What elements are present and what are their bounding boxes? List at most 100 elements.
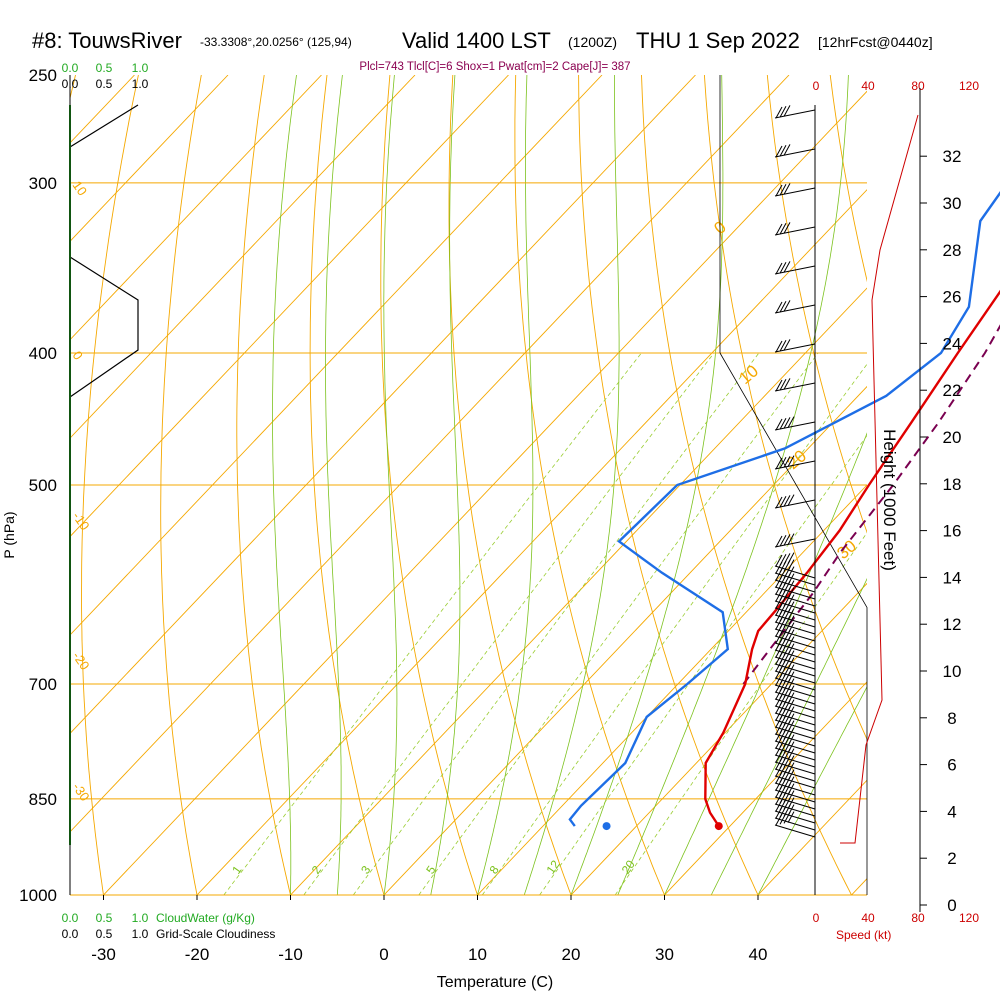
wind-barb-staff [774,782,816,796]
wind-barb [774,105,816,119]
wind-barb-staff [774,775,816,789]
mixing-ratio-label: 12 [544,857,563,876]
mixing-ratio-line [352,352,760,895]
height-tick-label: 0 [947,896,956,915]
wind-barb-feather [775,554,783,567]
wind-barb-feather [779,183,787,196]
temperature-tick-label: 30 [655,945,674,964]
wind-barb-feather [775,561,783,574]
isotherm-line [477,484,867,895]
wind-barb-feather [779,300,787,313]
wind-barb [774,533,816,548]
plot-grid [0,75,867,895]
pressure-axis-title: P (hPa) [1,511,17,558]
dry-adiabat-line [766,75,867,534]
parcel-trace [742,324,1000,685]
moist-adiabat-line [325,75,343,895]
wind-barb-staff [774,421,816,431]
wind-barb-feather [775,262,783,275]
wind-barb [774,144,816,158]
dry-adiabat-line [0,75,13,895]
wind-barb-feather [783,417,791,429]
pressure-tick-label: 250 [29,66,57,85]
wind-barb-feather [775,582,783,595]
wind-barb-staff [774,579,816,593]
wind-barb-staff [774,705,816,719]
temperature-tick-label: 40 [749,945,768,964]
dry-adiabat-line [160,75,202,895]
cloudiness-tick-top: 1.0 [132,77,149,91]
cloudiness-title: Grid-Scale Cloudiness [156,927,275,941]
wind-panel-boundary [719,352,868,895]
height-tick-label: 8 [947,709,956,728]
height-tick-label: 12 [943,615,962,634]
wind-barb-feather [775,785,783,798]
wind-barb-feather [775,631,783,644]
wind-barb-staff [774,768,816,782]
temperature-tick-label: -30 [91,945,116,964]
wind-barb-staff [774,607,816,621]
mixing-ratio-line [418,352,819,895]
wind-barb-feather [775,729,783,742]
wind-barb-feather [779,105,787,118]
wind-barb-feather [775,457,783,470]
wind-barb-staff [774,796,816,810]
wind-barb-feather [775,736,783,749]
isotherm-line [664,681,867,895]
wind-barb-feather [775,743,783,756]
wind-barb-feather [775,806,783,819]
wind-barb-feather [775,687,783,700]
wind-barb-staff [774,109,816,119]
isotherm-line [70,75,229,242]
height-tick-label: 16 [943,522,962,541]
height-tick-label: 6 [947,756,956,775]
wind-barb-feather [775,750,783,763]
moist-adiabat-line [617,75,849,895]
wind-barb [774,300,816,314]
height-tick-label: 2 [947,849,956,868]
wind-barb-feather [775,680,783,693]
pressure-tick-label: 850 [29,790,57,809]
wind-barb-staff [774,565,816,579]
mixing-ratio-label: 2 [309,863,324,877]
wind-barb-feather [779,144,787,157]
pressure-tick-label: 700 [29,675,57,694]
wind-barb-staff [774,677,816,691]
temperature-trace [704,289,1000,827]
valid-time: Valid 1400 LST [402,28,551,53]
isotherm-label: 10 [70,178,91,198]
wind-barb-feather [775,813,783,826]
isotherm-label: -30 [70,780,93,804]
mixing-ratio-label: 8 [487,863,502,877]
wind-barb-staff [774,740,816,754]
wind-barb-feather [779,378,787,391]
surface-temperature-dot [714,822,723,831]
speed-tick-top: 0 [813,79,820,93]
wind-barb-staff [774,656,816,670]
cloudwater-title: CloudWater (g/Kg) [156,911,255,925]
mixing-ratio-label: 3 [358,863,373,877]
cloudwater-tick-top: 0.0 [62,61,79,75]
wind-barb-feather [779,417,787,430]
wind-barb-feather [775,575,783,588]
wind-barb-feather [779,534,787,547]
dry-adiabat-line [578,75,759,895]
wind-barb [774,811,816,838]
height-tick-label: 14 [943,568,962,587]
wind-barb-staff [774,265,816,275]
forecast-label: [12hrFcst@0440z] [818,34,933,50]
wind-barb-feather [783,300,791,312]
wind-barb-feather [775,535,783,548]
wind-barb-feather [775,624,783,637]
wind-barb-staff [774,733,816,747]
wind-barb-staff [774,628,816,642]
wind-barb-feather [783,183,791,195]
wind-barb-feather [787,533,795,545]
height-tick-label: 28 [943,241,962,260]
wind-barb-staff [774,754,816,768]
wind-barb-feather [775,722,783,735]
wind-barb [774,416,816,431]
wind-barb-feather [775,301,783,314]
wind-barb-feather [775,701,783,714]
cloudiness-tick-bottom: 0.0 [62,927,79,941]
